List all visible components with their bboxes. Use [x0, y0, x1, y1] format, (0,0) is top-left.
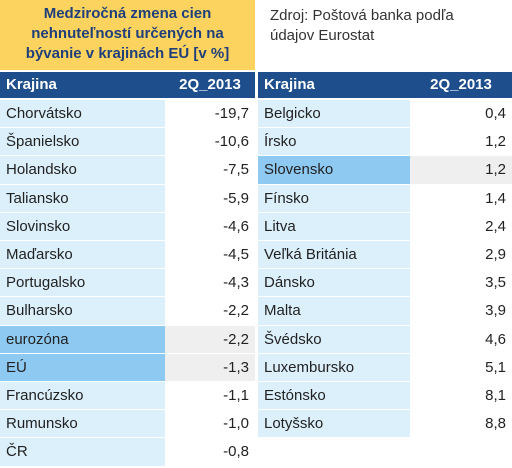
country-cell: Fínsko: [258, 184, 410, 212]
value-cell: -0,8: [165, 438, 255, 466]
country-cell: Litva: [258, 212, 410, 240]
value-cell: 5,1: [410, 353, 512, 381]
country-cell: Španielsko: [0, 128, 165, 156]
country-cell: Švédsko: [258, 325, 410, 353]
country-cell: Lotyšsko: [258, 410, 410, 438]
source: Zdroj: Poštová banka podľa údajov Eurost…: [270, 7, 454, 44]
country-cell: Belgicko: [258, 100, 410, 128]
value-cell: -2,2: [165, 325, 255, 353]
country-cell: ČR: [0, 438, 165, 466]
value-cell: -4,3: [165, 269, 255, 297]
header-cell: 2Q_2013: [410, 72, 512, 98]
country-cell: Luxembursko: [258, 353, 410, 381]
country-cell: Taliansko: [0, 184, 165, 212]
header-cell: Krajina: [0, 72, 165, 98]
country-cell: Rumunsko: [0, 410, 165, 438]
value-cell: 1,4: [410, 184, 512, 212]
country-cell: Portugalsko: [0, 269, 165, 297]
header-cell: 2Q_2013: [165, 72, 255, 98]
value-cell: 2,9: [410, 241, 512, 269]
country-cell: Estónsko: [258, 382, 410, 410]
value-cell: -1,3: [165, 353, 255, 381]
value-cell: -4,6: [165, 212, 255, 240]
country-cell: Slovensko: [258, 156, 410, 184]
header-cell: Krajina: [258, 72, 410, 98]
value-cell: 0,4: [410, 100, 512, 128]
value-cell: -10,6: [165, 128, 255, 156]
country-cell: Francúzsko: [0, 382, 165, 410]
value-cell: -1,0: [165, 410, 255, 438]
value-cell: -4,5: [165, 241, 255, 269]
value-cell: 8,8: [410, 410, 512, 438]
value-cell: 4,6: [410, 325, 512, 353]
country-cell: Slovinsko: [0, 212, 165, 240]
value-cell: -19,7: [165, 100, 255, 128]
country-cell: Dánsko: [258, 269, 410, 297]
value-cell: 2,4: [410, 212, 512, 240]
value-cell: 3,9: [410, 297, 512, 325]
value-cell: 1,2: [410, 156, 512, 184]
country-cell: eurozóna: [0, 325, 165, 353]
value-cell: -5,9: [165, 184, 255, 212]
country-cell: Bulharsko: [0, 297, 165, 325]
value-cell: 1,2: [410, 128, 512, 156]
country-cell: EÚ: [0, 353, 165, 381]
title: Medziročná zmena cien nehnuteľností urče…: [0, 0, 255, 70]
country-cell: Maďarsko: [0, 241, 165, 269]
value-cell: 3,5: [410, 269, 512, 297]
value-cell: -1,1: [165, 382, 255, 410]
value-cell: -2,2: [165, 297, 255, 325]
country-cell: Írsko: [258, 128, 410, 156]
country-cell: Malta: [258, 297, 410, 325]
value-cell: 8,1: [410, 382, 512, 410]
country-cell: Chorvátsko: [0, 100, 165, 128]
value-cell: -7,5: [165, 156, 255, 184]
country-cell: Holandsko: [0, 156, 165, 184]
country-cell: Veľká Británia: [258, 241, 410, 269]
